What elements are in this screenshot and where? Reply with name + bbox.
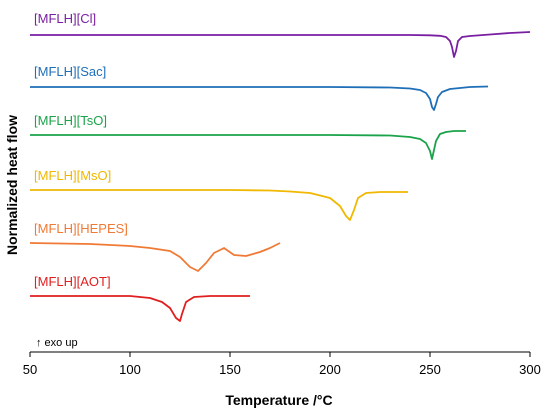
series-line xyxy=(30,189,408,221)
x-tick-label: 50 xyxy=(23,362,37,377)
series-line xyxy=(29,242,281,272)
series-label: [MFLH][HEPES] xyxy=(34,221,128,236)
series-label: [MFLH][Cl] xyxy=(34,11,96,26)
x-tick-label: 100 xyxy=(119,362,141,377)
series-label: [MFLH][MsO] xyxy=(34,168,111,183)
series-group: [MFLH][Cl] [MFLH][Sac] [MFLH][TsO] [MFLH][M… xyxy=(29,11,531,322)
series-label: [MFLH][TsO] xyxy=(34,113,107,128)
x-tick-label: 150 xyxy=(219,362,241,377)
x-tick-label: 250 xyxy=(419,362,441,377)
series-line xyxy=(30,130,466,160)
series-line xyxy=(30,31,531,58)
y-axis-label: Normalized heat flow xyxy=(4,115,20,255)
series-label: [MFLH][Sac] xyxy=(34,64,106,79)
x-tick-label: 300 xyxy=(519,362,541,377)
series-line xyxy=(30,85,489,111)
x-tick-label: 200 xyxy=(319,362,341,377)
exo-up-note: ↑ exo up xyxy=(36,337,78,349)
x-ticks: 50 100 150 200 250 300 xyxy=(23,352,541,377)
series-label: [MFLH][AOT] xyxy=(34,274,111,289)
x-axis-label: Temperature /°C xyxy=(225,392,332,408)
series-line xyxy=(30,295,250,322)
